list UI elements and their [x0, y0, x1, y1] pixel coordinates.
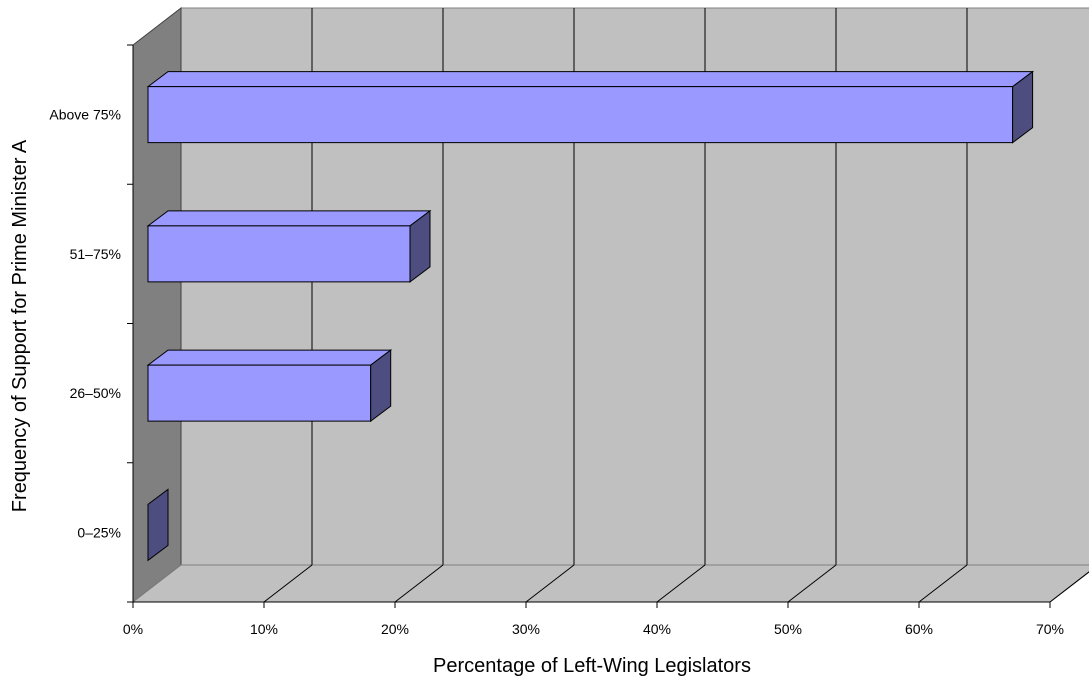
x-tick-label: 40% [643, 621, 671, 637]
floor-gridline [918, 564, 968, 603]
x-tick-label: 0% [123, 621, 143, 637]
y-tick-label: 51–75% [70, 246, 121, 262]
y-tick-label: 26–50% [70, 385, 121, 401]
x-axis-title: Percentage of Left-Wing Legislators [433, 655, 751, 677]
chart-walls [131, 6, 1089, 604]
bar-front [147, 86, 1014, 144]
floor-gridline [394, 564, 444, 603]
floor-gridline [656, 564, 706, 603]
bar-front [147, 225, 411, 283]
floor-gridline [787, 564, 837, 603]
bar-top [146, 349, 393, 366]
bar-front [147, 364, 372, 422]
bar [146, 70, 1035, 144]
floor-gridline [525, 564, 575, 603]
y-tick-label: Above 75% [49, 107, 121, 123]
floor [131, 564, 1089, 603]
y-tick-labels: 0–25% 26–50% 51–75% Above 75% [49, 107, 121, 541]
x-tick-label: 50% [774, 621, 802, 637]
bars [146, 70, 1035, 562]
x-tick-labels: 0% 10% 20% 30% 40% 50% 60% 70% [123, 621, 1064, 637]
bar-side [147, 488, 169, 562]
x-tick-label: 70% [1036, 621, 1064, 637]
axes [127, 44, 1051, 608]
bar-side [409, 209, 431, 283]
bar [146, 209, 432, 283]
floor-gridline [1049, 571, 1089, 603]
bar [146, 349, 393, 423]
x-tick-label: 60% [905, 621, 933, 637]
bar-side [370, 349, 392, 423]
bar-side [1012, 70, 1034, 144]
bar [147, 488, 169, 562]
x-tick-label: 10% [250, 621, 278, 637]
bar-top [146, 210, 432, 227]
y-tick-label: 0–25% [77, 524, 121, 540]
floor-gridline [263, 564, 313, 603]
x-tick-label: 20% [381, 621, 409, 637]
y-axis-title: Frequency of Support for Prime Minister … [9, 139, 31, 512]
bar-top [146, 71, 1035, 88]
x-tick-label: 30% [512, 621, 540, 637]
